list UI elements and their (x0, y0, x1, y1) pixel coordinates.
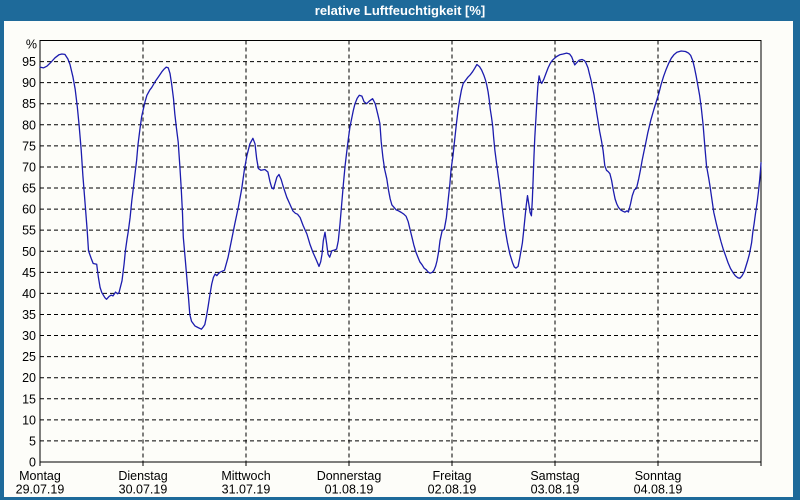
chart-content-area (4, 21, 793, 497)
window-title: relative Luftfeuchtigkeit [%] (314, 3, 486, 18)
window-title-bar[interactable]: relative Luftfeuchtigkeit [%] (0, 0, 800, 21)
